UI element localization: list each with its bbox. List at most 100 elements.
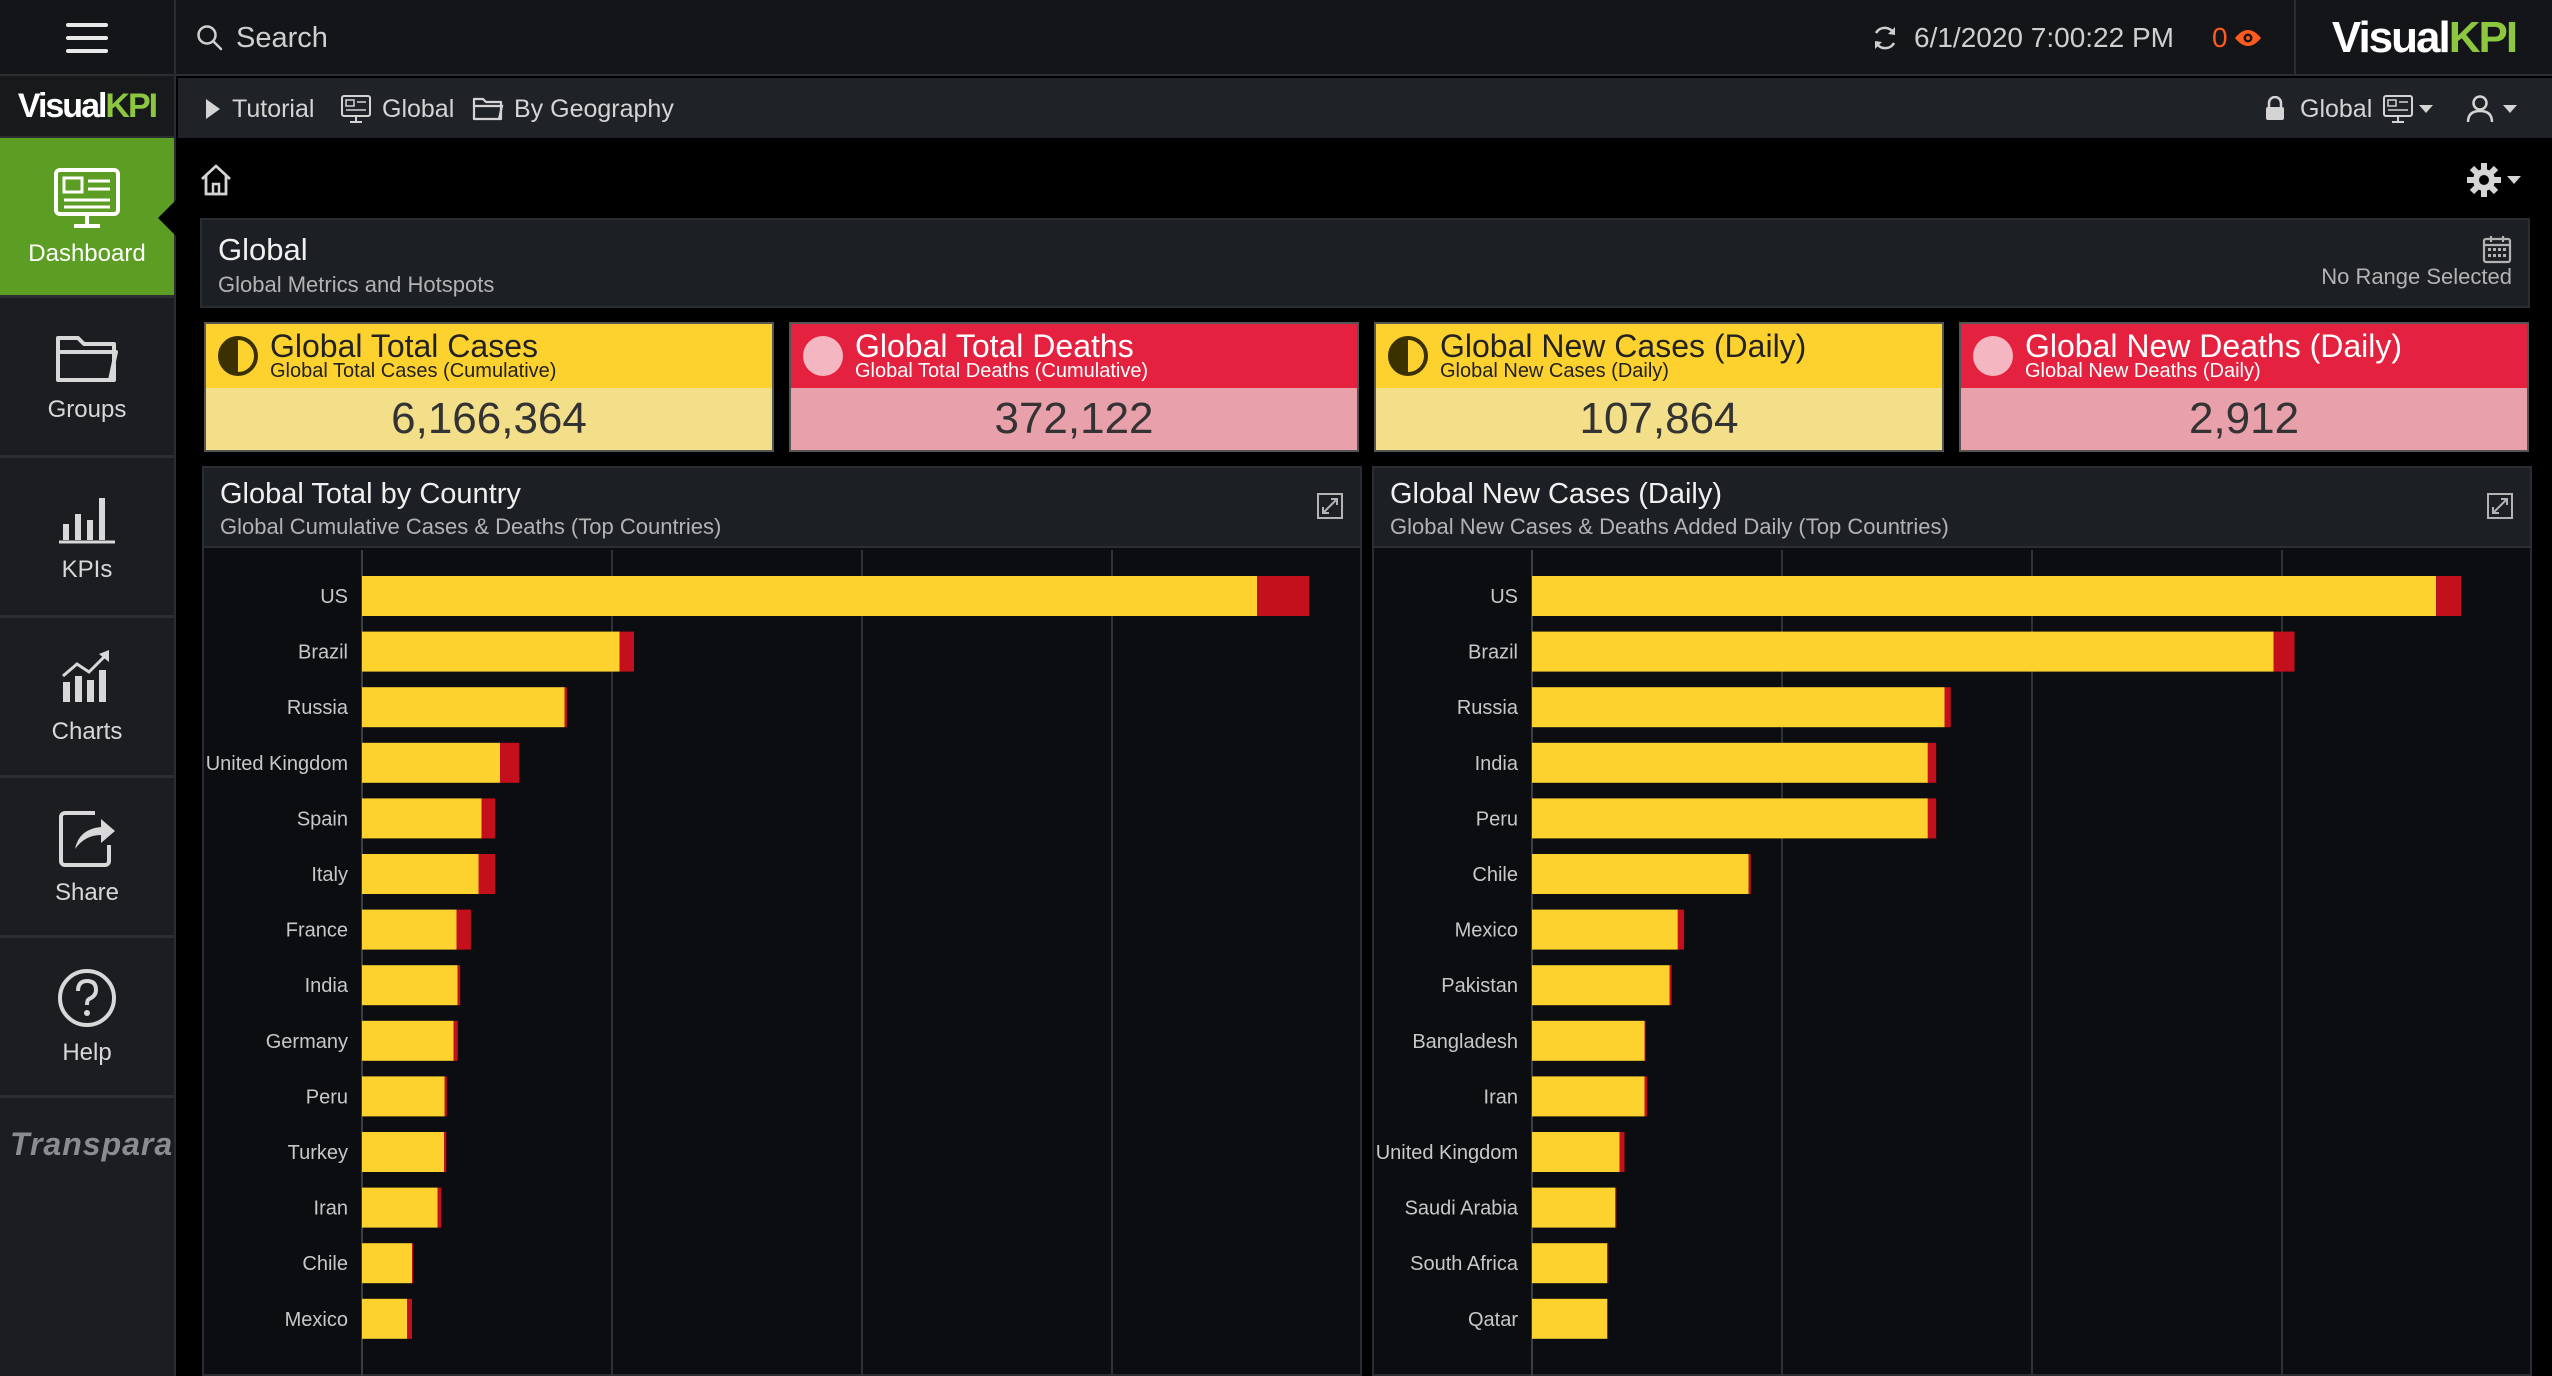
bar-deaths <box>412 1243 413 1284</box>
category-label: Mexico <box>285 1309 348 1331</box>
sidebar-item-label: KPIs <box>61 555 113 583</box>
bar-cases <box>1532 798 1928 839</box>
sidebar-item-dashboard[interactable]: Dashboard <box>0 138 176 298</box>
bar-cases <box>1532 1243 1607 1284</box>
dashboard-icon <box>54 167 120 228</box>
breadcrumb-item-global[interactable]: Global <box>340 92 454 126</box>
expand-button[interactable] <box>2486 492 2514 525</box>
bar-chart-total-by-country: US Brazil Russia United Kingdom Spain Italy Fr… <box>206 550 1309 1376</box>
bar-deaths <box>1669 965 1672 1006</box>
category-label: Brazil <box>1468 642 1518 664</box>
folder-icon <box>472 97 504 121</box>
bar-cases <box>1532 1076 1645 1117</box>
panel-subtitle: Global Cumulative Cases & Deaths (Top Co… <box>220 514 722 539</box>
category-label: Saudi Arabia <box>1405 1198 1519 1220</box>
top-bar: Search 6/1/2020 7:00:22 PM 0 Visual KPI <box>0 0 2552 76</box>
bar-cases <box>1532 1187 1616 1228</box>
bar-deaths <box>444 1132 447 1172</box>
category-label: United Kingdom <box>206 753 348 775</box>
watch-alerts-button[interactable]: 0 <box>2212 18 2262 58</box>
category-label: Chile <box>302 1253 348 1275</box>
home-button[interactable] <box>198 162 234 198</box>
search-icon <box>197 25 223 51</box>
category-label: India <box>1475 753 1519 775</box>
page-header: Global Global Metrics and Hotspots No Ra… <box>200 218 2530 308</box>
category-label: US <box>1490 586 1518 608</box>
bar-deaths <box>1615 1187 1617 1228</box>
trend-chart-icon <box>62 649 109 702</box>
hamburger-menu-button[interactable] <box>0 0 176 76</box>
caret-down-icon <box>2503 105 2517 113</box>
category-label: Bangladesh <box>1412 1031 1518 1053</box>
bar-deaths <box>437 1187 442 1228</box>
sidebar-item-kpis[interactable]: KPIs <box>0 458 174 618</box>
kpi-tile-global-new-cases[interactable]: Global New Cases (Daily) Global New Case… <box>1374 322 1944 452</box>
category-label: Brazil <box>298 642 348 664</box>
date-range-button[interactable] <box>2482 234 2512 269</box>
bar-deaths <box>407 1298 412 1339</box>
category-label: Peru <box>306 1086 348 1108</box>
bar-cases <box>1532 576 2437 616</box>
bar-deaths <box>1644 1020 1646 1061</box>
kpi-value: 372,122 <box>791 388 1357 450</box>
category-label: Chile <box>1472 864 1518 886</box>
alert-count: 0 <box>2212 22 2228 53</box>
bar-deaths <box>1644 1076 1647 1117</box>
kpi-subtitle: Global Total Deaths (Cumulative) <box>855 360 1149 382</box>
kpi-name: Global Total Cases <box>270 328 538 364</box>
bar-cases <box>362 1020 454 1061</box>
kpi-subtitle: Global Total Cases (Cumulative) <box>270 360 557 382</box>
kpi-tile-global-total-cases[interactable]: Global Total Cases Global Total Cases (C… <box>204 322 774 452</box>
category-label: Italy <box>311 864 348 886</box>
date-range-label: No Range Selected <box>2321 264 2512 289</box>
sidebar-logo: Visual KPI <box>0 76 174 138</box>
category-label: Qatar <box>1468 1309 1518 1331</box>
calendar-icon <box>2482 236 2512 264</box>
status-indicator-icon <box>1388 336 1428 376</box>
bar-deaths <box>453 1020 458 1061</box>
sidebar-item-groups[interactable]: Groups <box>0 298 174 458</box>
sidebar-item-share[interactable]: Share <box>0 778 174 938</box>
breadcrumb: Tutorial Global By Geography Global <box>178 78 2552 138</box>
search-input[interactable]: Search <box>196 18 796 58</box>
refresh-icon[interactable] <box>1870 23 1900 53</box>
bar-deaths <box>1607 1298 1608 1339</box>
kpi-tile-global-new-deaths[interactable]: Global New Deaths (Daily) Global New Dea… <box>1959 322 2529 452</box>
category-label: Peru <box>1476 808 1518 830</box>
search-placeholder: Search <box>236 21 328 54</box>
bar-cases <box>1532 965 1670 1006</box>
home-icon <box>201 164 231 196</box>
bar-deaths <box>619 631 634 672</box>
caret-down-icon <box>2419 105 2434 113</box>
bar-deaths <box>500 742 520 783</box>
sidebar-item-charts[interactable]: Charts <box>0 618 174 778</box>
category-label: Pakistan <box>1441 975 1518 997</box>
bar-deaths <box>456 909 471 950</box>
gear-icon <box>2467 163 2501 197</box>
panel-title: Global Total by Country <box>220 478 521 510</box>
status-indicator-icon <box>1973 336 2013 376</box>
sidebar-item-help[interactable]: Help <box>0 938 174 1098</box>
category-label: Russia <box>287 697 349 719</box>
category-label: Russia <box>1457 697 1519 719</box>
bar-cases <box>1532 1132 1620 1172</box>
breadcrumb-item-by-geography[interactable]: By Geography <box>472 92 674 126</box>
bar-chart-new-cases-daily: US Brazil Russia India Peru Chile Mexico Pakist… <box>1376 550 2462 1376</box>
breadcrumb-item-tutorial[interactable]: Tutorial <box>204 92 314 126</box>
current-timestamp: 6/1/2020 7:00:22 PM <box>1914 22 2174 53</box>
kpi-subtitle: Global New Deaths (Daily) <box>2025 360 2261 382</box>
page-title: Global <box>218 232 308 267</box>
bar-deaths <box>2436 576 2462 616</box>
bar-cases <box>362 631 620 672</box>
expand-icon <box>1317 493 1343 519</box>
bar-cases <box>362 742 500 783</box>
user-menu-button[interactable] <box>2466 92 2518 126</box>
expand-button[interactable] <box>1316 492 1344 525</box>
bar-deaths <box>478 854 496 894</box>
bar-cases <box>362 1132 444 1172</box>
breadcrumb-label: Global <box>382 94 455 123</box>
category-label: Spain <box>297 808 348 830</box>
kpi-tile-global-total-deaths[interactable]: Global Total Deaths Global Total Deaths … <box>789 322 1359 452</box>
context-selector[interactable]: Global <box>2264 92 2434 126</box>
settings-menu-button[interactable] <box>2466 160 2526 200</box>
